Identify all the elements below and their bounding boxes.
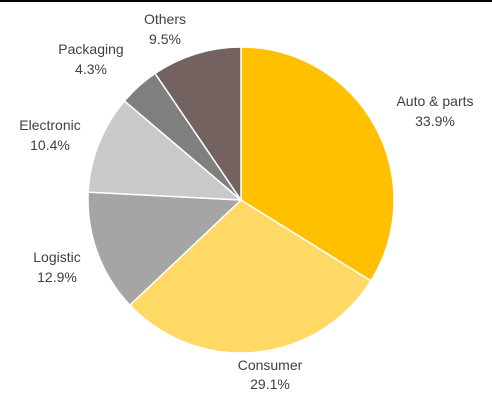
slice-value-packaging: 4.3%	[75, 61, 107, 77]
slice-value-auto-parts: 33.9%	[415, 113, 455, 129]
slice-label-electronic: Electronic	[19, 117, 80, 133]
slice-label-consumer: Consumer	[238, 357, 303, 373]
slice-value-electronic: 10.4%	[30, 137, 70, 153]
slice-value-others: 9.5%	[149, 31, 181, 47]
slice-value-logistic: 12.9%	[37, 269, 77, 285]
slice-label-others: Others	[144, 11, 186, 27]
slice-label-packaging: Packaging	[58, 41, 123, 57]
slice-value-consumer: 29.1%	[250, 376, 290, 392]
pie-slices	[88, 47, 394, 353]
slice-label-auto-parts: Auto & parts	[396, 93, 473, 109]
slice-label-logistic: Logistic	[33, 249, 80, 265]
